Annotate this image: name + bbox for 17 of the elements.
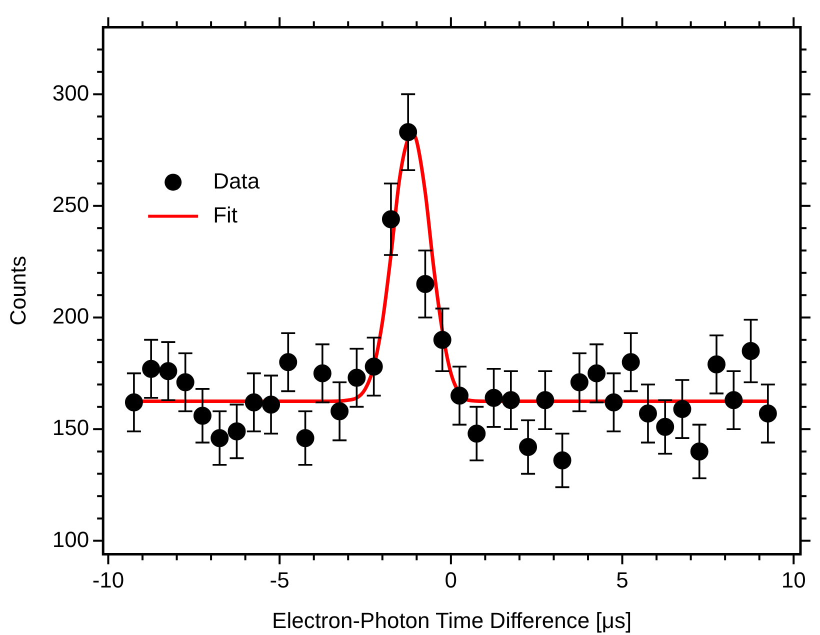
y-tick-label: 300 (52, 80, 90, 106)
y-tick-label: 250 (52, 192, 90, 217)
x-axis-title: Electron-Photon Time Difference [μs] (272, 608, 632, 633)
legend-label: Data (213, 168, 260, 194)
x-tick-label: 5 (616, 567, 628, 592)
point (604, 393, 623, 412)
y-axis-title: Counts (5, 256, 30, 326)
legend-label: Fit (213, 202, 238, 228)
x-tick-label: 0 (444, 567, 458, 592)
x-tick-label: 10 (781, 567, 806, 592)
x-tick-label: -10 (92, 567, 124, 592)
y-tick-label: 150 (52, 415, 90, 440)
point (364, 358, 383, 376)
y-tick-label: 100 (52, 526, 90, 552)
x-tick-label: -5 (270, 567, 290, 592)
y-tick-label: 200 (52, 304, 90, 329)
point (416, 275, 434, 293)
